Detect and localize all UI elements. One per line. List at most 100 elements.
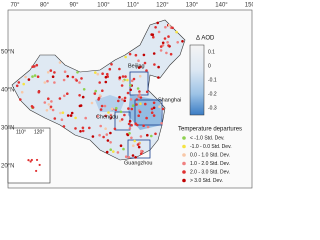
station: [63, 70, 67, 73]
station: [154, 26, 157, 29]
station: [135, 103, 138, 106]
latitude-label: 30°N: [1, 126, 14, 132]
station: [15, 84, 19, 88]
station: [153, 63, 156, 66]
legend-dot: [182, 170, 186, 174]
station: [169, 52, 173, 56]
station: [71, 75, 75, 79]
longitude-label: 150°: [245, 3, 253, 9]
station: [69, 114, 73, 117]
station: [101, 89, 104, 92]
station: [136, 143, 140, 146]
station: [90, 101, 94, 105]
legend-label: > 3.0 Std. Dev.: [190, 178, 223, 184]
station: [124, 55, 127, 59]
station: [120, 118, 124, 121]
station: [119, 144, 123, 147]
station: [130, 79, 134, 83]
temperature-title: Temperature departures: [178, 127, 242, 133]
longitude-label: 130°: [186, 3, 199, 9]
station: [161, 41, 165, 45]
map: 110° 120° Beijing Shanghai Chengdu Guang…: [1, 3, 253, 189]
station: [93, 92, 97, 95]
station: [167, 35, 170, 38]
station: [51, 108, 55, 112]
station: [133, 139, 136, 143]
station: [82, 88, 86, 91]
station: [132, 77, 136, 81]
station: [76, 71, 79, 74]
station: [27, 159, 30, 162]
station: [74, 127, 77, 130]
legend-dot: [182, 178, 186, 183]
station: [105, 150, 109, 154]
station: [38, 163, 41, 167]
station: [98, 81, 101, 84]
station: [129, 88, 132, 92]
station: [160, 122, 163, 125]
station: [110, 107, 114, 111]
aod-tick: -0.3: [208, 105, 217, 111]
region-box: [127, 139, 151, 159]
station: [74, 116, 77, 120]
legend-label: -1.0 - 0.0 Std. Dev.: [190, 144, 232, 150]
station: [110, 63, 113, 66]
station: [150, 134, 153, 138]
station: [98, 133, 101, 137]
station: [161, 43, 165, 47]
inset-box: [7, 127, 51, 184]
station: [159, 49, 163, 52]
station: [127, 107, 130, 110]
station: [124, 155, 128, 158]
aod-colorbar: [189, 44, 205, 116]
station: [156, 21, 159, 25]
station: [61, 111, 65, 114]
station: [66, 75, 69, 78]
station: [176, 41, 179, 44]
station: [30, 158, 33, 162]
station: [45, 109, 49, 112]
station: [128, 119, 132, 123]
station: [58, 97, 62, 100]
station: [58, 61, 62, 64]
station: [128, 52, 132, 56]
station: [152, 114, 156, 117]
station: [47, 103, 51, 106]
city-label: Shanghai: [158, 97, 181, 103]
station: [142, 124, 145, 127]
longitude-label: 100°: [97, 3, 110, 9]
station: [137, 66, 141, 69]
station: [121, 79, 125, 83]
station: [107, 111, 110, 114]
station: [138, 110, 142, 114]
station: [127, 122, 131, 126]
station: [130, 136, 133, 140]
station: [103, 104, 107, 108]
station: [139, 96, 143, 99]
station: [136, 87, 140, 90]
station: [175, 30, 178, 34]
station: [135, 98, 139, 101]
station: [47, 97, 50, 100]
station: [53, 81, 56, 84]
station: [106, 139, 110, 142]
station: [151, 33, 155, 36]
page: {"longitudes":["70°","80°","90°","100°",…: [1, 2, 253, 189]
latitude-label: 40°N: [1, 88, 14, 94]
station: [49, 105, 53, 109]
station: [96, 115, 99, 118]
station: [22, 82, 26, 86]
station: [139, 135, 143, 138]
legend-dot: [182, 144, 186, 149]
station: [91, 135, 95, 138]
inset-label: 120°: [34, 129, 44, 135]
legend-dot: [182, 161, 186, 166]
station: [146, 133, 149, 137]
station: [49, 69, 53, 72]
station: [37, 90, 41, 94]
station: [150, 111, 154, 114]
station: [127, 156, 131, 159]
station: [157, 30, 161, 34]
station: [80, 77, 83, 80]
station: [98, 94, 102, 97]
